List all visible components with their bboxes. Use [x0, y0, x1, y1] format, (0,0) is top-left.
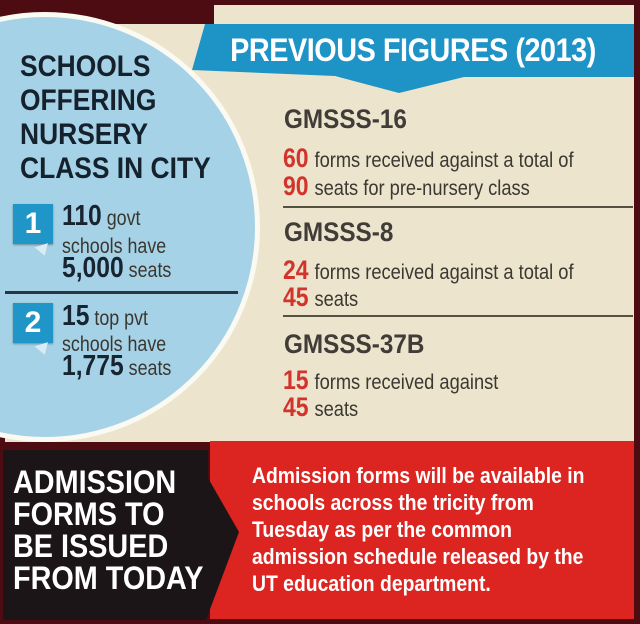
pvt-seats-count: 1,775	[62, 350, 124, 382]
pvt-schools-count: 15	[62, 300, 90, 332]
footer-note-line: Admission forms will be available in	[252, 463, 585, 488]
pvt-schools-unit: top pvt	[94, 307, 148, 330]
admission-headline-line: FORMS TO	[13, 496, 165, 532]
banner-title: PREVIOUS FIGURES (2013)	[230, 32, 596, 68]
footer-note-line: admission schedule released by the	[252, 544, 584, 569]
section-divider	[283, 206, 633, 208]
govt-seats-unit: seats	[128, 259, 172, 282]
pvt-schools-stat-line3: 1,775 seats	[62, 352, 191, 381]
footer-note-line: UT education department.	[252, 571, 491, 596]
pvt-schools-stat-line1: 15 top pvt	[62, 302, 163, 331]
govt-schools-unit: govt	[106, 207, 141, 230]
govt-schools-stat-line2: schools have	[62, 235, 167, 258]
admission-headline-line: FROM TODAY	[13, 560, 204, 596]
school-name-gmsss16: GMSSS-16	[284, 104, 407, 134]
gmsss37b-seats-number: 45	[283, 392, 309, 422]
rank-2-badge: 2	[13, 303, 53, 343]
pvt-seats-unit: seats	[128, 357, 172, 380]
footer-note-line: Tuesday as per the common	[252, 517, 512, 542]
gmsss8-seats-number: 45	[283, 282, 309, 312]
section-divider	[283, 315, 633, 317]
gmsss16-seats-row: 90 seats for pre-nursery class	[283, 171, 530, 201]
govt-schools-stat-line1: 110 govt	[62, 202, 154, 231]
circle-title-line: CLASS IN CITY	[20, 152, 211, 185]
circle-title-line: NURSERY	[20, 118, 149, 151]
gmsss16-seats-number: 90	[283, 171, 309, 201]
gmsss16-forms-row: 60 forms received against a total of	[283, 143, 574, 173]
circle-title: SCHOOLS OFFERING NURSERY CLASS IN CITY	[20, 50, 237, 186]
footer-note-line: schools across the tricity from	[252, 490, 534, 515]
admission-headline-line: BE ISSUED	[13, 528, 169, 564]
footer-red-panel	[210, 441, 634, 619]
govt-schools-count: 110	[62, 200, 102, 232]
admission-headline-line: ADMISSION	[13, 464, 177, 500]
circle-divider	[5, 291, 238, 294]
gmsss37b-forms-number: 15	[283, 365, 309, 395]
gmsss8-forms-row: 24 forms received against a total of	[283, 255, 574, 285]
gmsss37b-forms-row: 15 forms received against	[283, 365, 499, 395]
gmsss8-forms-number: 24	[283, 255, 309, 285]
school-name-gmsss8: GMSSS-8	[284, 217, 394, 247]
school-name-gmsss37b: GMSSS-37B	[284, 329, 425, 359]
gmsss8-seats-row: 45 seats	[283, 282, 359, 312]
pvt-schools-stat-line2: schools have	[62, 333, 167, 356]
govt-schools-stat-line3: 5,000 seats	[62, 254, 191, 283]
rank-1-badge: 1	[13, 204, 53, 244]
govt-seats-count: 5,000	[62, 252, 124, 284]
footer-black-arrow-panel	[3, 450, 239, 620]
circle-title-line: SCHOOLS	[20, 50, 151, 83]
gmsss16-forms-number: 60	[283, 143, 309, 173]
circle-title-line: OFFERING	[20, 84, 157, 117]
gmsss37b-seats-row: 45 seats	[283, 392, 359, 422]
